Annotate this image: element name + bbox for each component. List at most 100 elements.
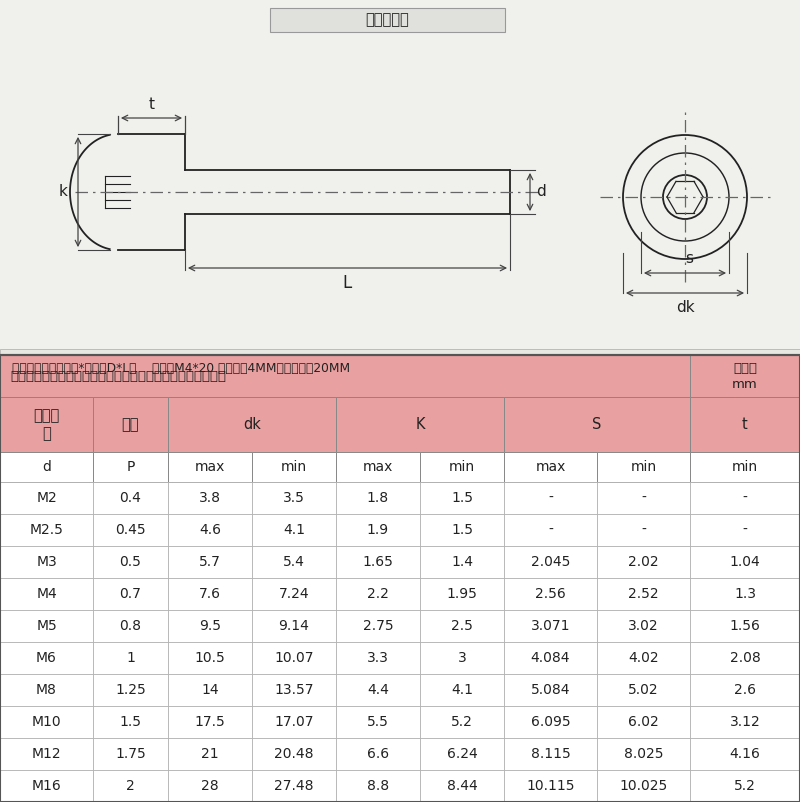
Text: min: min	[449, 460, 475, 474]
Bar	[93, 578, 168, 610]
Text: 3.12: 3.12	[730, 715, 760, 729]
Bar	[252, 482, 336, 514]
Text: 4.6: 4.6	[199, 523, 221, 537]
Bar	[168, 514, 252, 546]
Bar	[504, 738, 597, 770]
Bar	[168, 578, 252, 610]
Text: 5.2: 5.2	[734, 779, 756, 793]
Bar	[597, 642, 690, 674]
Bar	[252, 706, 336, 738]
Text: M2: M2	[36, 491, 57, 505]
Text: 2.6: 2.6	[734, 683, 756, 697]
Text: -: -	[742, 491, 747, 505]
Bar	[597, 482, 690, 514]
Bar	[0, 349, 800, 387]
Text: 10.025: 10.025	[619, 779, 668, 793]
Text: M3: M3	[36, 555, 57, 569]
Bar	[597, 546, 690, 578]
Text: 3: 3	[458, 651, 466, 665]
Bar	[336, 706, 420, 738]
Text: 10.07: 10.07	[274, 651, 314, 665]
Text: 0.4: 0.4	[119, 491, 142, 505]
Bar	[168, 706, 252, 738]
Text: 图纸示意图: 图纸示意图	[366, 13, 410, 27]
Text: k: k	[59, 184, 68, 200]
Text: min: min	[281, 460, 307, 474]
Text: 28: 28	[201, 779, 219, 793]
Text: 0.7: 0.7	[119, 587, 142, 601]
Text: 0.8: 0.8	[119, 619, 142, 633]
Bar	[336, 578, 420, 610]
Text: 2.52: 2.52	[628, 587, 659, 601]
Text: 1.75: 1.75	[115, 747, 146, 761]
Bar	[336, 770, 420, 802]
Bar	[0, 610, 93, 642]
Bar	[0, 355, 800, 802]
Bar	[168, 642, 252, 674]
Text: 3.3: 3.3	[367, 651, 389, 665]
Text: min: min	[732, 460, 758, 474]
Text: 2: 2	[126, 779, 135, 793]
Text: 13.57: 13.57	[274, 683, 314, 697]
Text: t: t	[742, 417, 748, 432]
Text: 2.045: 2.045	[531, 555, 570, 569]
Text: 1.9: 1.9	[367, 523, 389, 537]
Bar	[168, 482, 252, 514]
Text: 规格组成：螺纹直径*长度（D*L）    例如：M4*20 螺纹直径4MM，螺纹长度20MM: 规格组成：螺纹直径*长度（D*L） 例如：M4*20 螺纹直径4MM，螺纹长度2…	[12, 362, 350, 375]
Bar	[93, 642, 168, 674]
Text: 7.6: 7.6	[199, 587, 221, 601]
Text: 1.65: 1.65	[362, 555, 394, 569]
Bar	[336, 642, 420, 674]
Bar	[597, 738, 690, 770]
Text: 14: 14	[201, 683, 219, 697]
Bar	[420, 452, 504, 482]
Text: 1.56: 1.56	[730, 619, 761, 633]
Text: 0.5: 0.5	[119, 555, 142, 569]
Bar	[0, 642, 93, 674]
Bar	[168, 546, 252, 578]
Bar	[252, 610, 336, 642]
Text: 2.75: 2.75	[362, 619, 394, 633]
Text: M8: M8	[36, 683, 57, 697]
Bar	[336, 738, 420, 770]
Bar	[420, 610, 504, 642]
Text: 4.1: 4.1	[283, 523, 305, 537]
Text: 17.07: 17.07	[274, 715, 314, 729]
Text: 5.5: 5.5	[367, 715, 389, 729]
Bar	[168, 770, 252, 802]
Bar	[252, 546, 336, 578]
Text: M16: M16	[32, 779, 62, 793]
Bar	[93, 397, 168, 452]
Bar	[336, 610, 420, 642]
Text: 5.4: 5.4	[283, 555, 305, 569]
Bar	[504, 674, 597, 706]
Bar	[597, 610, 690, 642]
Bar	[690, 578, 800, 610]
Text: 8.44: 8.44	[446, 779, 478, 793]
Text: max: max	[535, 460, 566, 474]
Text: 9.5: 9.5	[199, 619, 221, 633]
Bar	[168, 738, 252, 770]
Bar	[336, 482, 420, 514]
Text: 4.16: 4.16	[730, 747, 761, 761]
Text: 螺距: 螺距	[122, 417, 139, 432]
Bar	[504, 578, 597, 610]
Bar	[252, 452, 336, 482]
Bar	[420, 674, 504, 706]
Text: 5.02: 5.02	[628, 683, 659, 697]
Text: 4.084: 4.084	[530, 651, 570, 665]
Bar	[690, 738, 800, 770]
Bar	[690, 514, 800, 546]
Text: 7.24: 7.24	[278, 587, 310, 601]
Bar	[690, 355, 800, 397]
Text: -: -	[641, 491, 646, 505]
Text: 10.115: 10.115	[526, 779, 574, 793]
Bar	[168, 610, 252, 642]
Text: -: -	[548, 523, 553, 537]
Bar	[420, 546, 504, 578]
Text: L: L	[343, 274, 352, 292]
Bar	[504, 546, 597, 578]
Bar	[597, 706, 690, 738]
Bar	[93, 738, 168, 770]
Text: 3.02: 3.02	[628, 619, 659, 633]
